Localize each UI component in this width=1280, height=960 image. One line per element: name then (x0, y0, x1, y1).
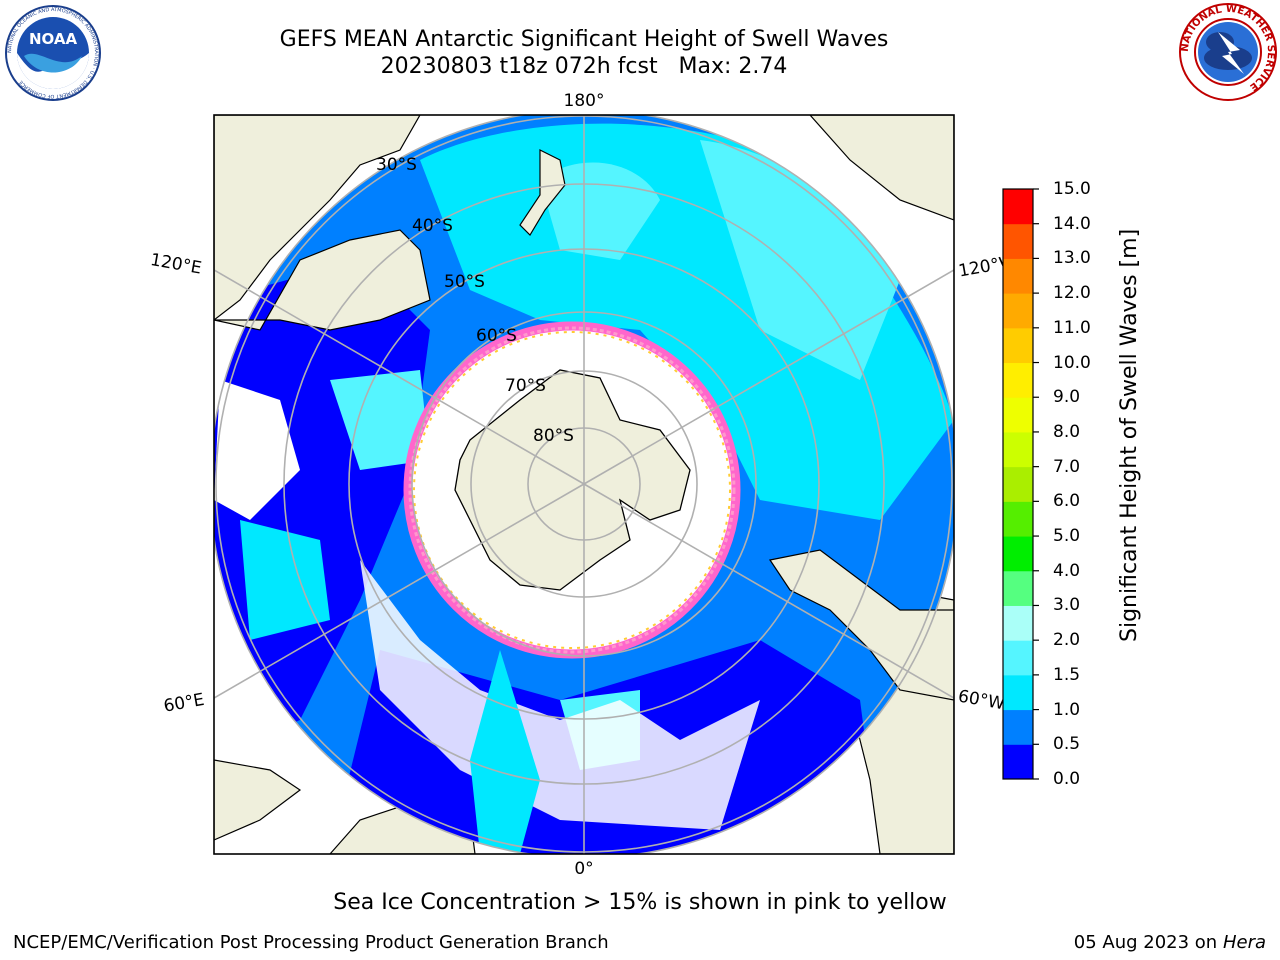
lat-label-50s: 50°S (444, 272, 485, 292)
no-data-west (214, 380, 300, 520)
colorbar-bin (1003, 709, 1033, 745)
colorbar-tick-label: 15.0 (1053, 179, 1091, 199)
colorbar-bin (1003, 397, 1033, 433)
colorbar-tick-label: 1.5 (1053, 664, 1081, 685)
colorbar-bin (1003, 674, 1033, 711)
colorbar-bin (1003, 536, 1033, 572)
swell-mid-south (470, 650, 540, 854)
colorbar-tick-label: 7.0 (1053, 456, 1081, 477)
lat-label-40s: 40°S (412, 216, 453, 236)
colorbar-tick-label: 0.0 (1053, 769, 1081, 789)
colorbar-tick-label: 5.0 (1053, 526, 1081, 547)
lat-label-60s: 60°S (476, 326, 517, 346)
map-frame (213, 114, 955, 855)
footer-date: 05 Aug 2023 on Hera (1073, 932, 1266, 953)
lat-label-30s: 30°S (376, 155, 417, 175)
swell-band-north (700, 140, 900, 380)
colorbar-bin (1003, 258, 1033, 294)
colorbar-tick-label: 11.0 (1053, 317, 1091, 338)
colorbar-bin (1003, 605, 1033, 641)
colorbar-tick-label: 0.5 (1053, 734, 1081, 755)
sea-ice-note: Sea Ice Concentration > 15% is shown in … (333, 890, 947, 915)
colorbar-tick-label: 6.0 (1053, 491, 1081, 512)
lat-label-80s: 80°S (533, 426, 574, 446)
lon-label-0: 0° (574, 859, 593, 879)
footer-host: Hera (1222, 932, 1266, 953)
page-subtitle: 20230803 t18z 072h fcst Max: 2.74 (380, 54, 788, 79)
colorbar-bin (1003, 223, 1033, 259)
colorbar-bin (1003, 466, 1033, 502)
lon-label-60w: 60°W (957, 686, 1007, 714)
colorbar-tick-label: 12.0 (1053, 283, 1091, 304)
nws-logo-icon: NATIONAL WEATHER SERVICE (1179, 3, 1277, 101)
antarctica-land (454, 369, 691, 591)
colorbar (1003, 188, 1039, 780)
colorbar-tick-label: 4.0 (1053, 560, 1081, 581)
lon-label-180: 180° (564, 91, 605, 111)
colorbar-bin (1003, 501, 1033, 537)
colorbar-tick-label: 3.0 (1053, 595, 1081, 616)
swell-mid-west (240, 520, 330, 640)
colorbar-tick-label: 9.0 (1053, 387, 1081, 408)
land-inside-disc (214, 149, 954, 701)
colorbar-tick-label: 1.0 (1053, 699, 1081, 720)
no-data-south (360, 560, 760, 830)
noaa-logo-icon: NOAA NATIONAL OCEANIC AND ATMOSPHERIC AD… (5, 5, 101, 101)
colorbar-bin (1003, 640, 1033, 676)
longitude-gridlines (214, 115, 954, 854)
noaa-logo-text: NOAA (29, 30, 78, 48)
lat-label-70s: 70°S (505, 376, 546, 396)
south-america-land (769, 549, 954, 701)
lon-label-120e: 120°E (149, 250, 203, 279)
colorbar-bin (1003, 570, 1033, 606)
colorbar-tick-label: 2.0 (1053, 630, 1081, 651)
colorbar-bin (1003, 431, 1033, 468)
colorbar-tick-label: 14.0 (1053, 213, 1091, 234)
lon-label-60e: 60°E (162, 690, 206, 717)
colorbar-bin (1003, 327, 1033, 364)
colorbar-bin (1003, 293, 1033, 329)
colorbar-bin (1003, 362, 1033, 398)
page-title: GEFS MEAN Antarctic Significant Height o… (279, 27, 889, 52)
colorbar-tick-label: 13.0 (1053, 248, 1091, 269)
colorbar-bin (1003, 189, 1033, 225)
colorbar-frame (1002, 188, 1034, 780)
footer-credit: NCEP/EMC/Verification Post Processing Pr… (13, 932, 609, 953)
colorbar-bin (1003, 744, 1033, 780)
swell-band-west (330, 370, 430, 470)
new-zealand-land (519, 149, 566, 236)
colorbar-tick-label: 8.0 (1053, 421, 1081, 442)
colorbar-tick-label: 10.0 (1053, 352, 1091, 373)
